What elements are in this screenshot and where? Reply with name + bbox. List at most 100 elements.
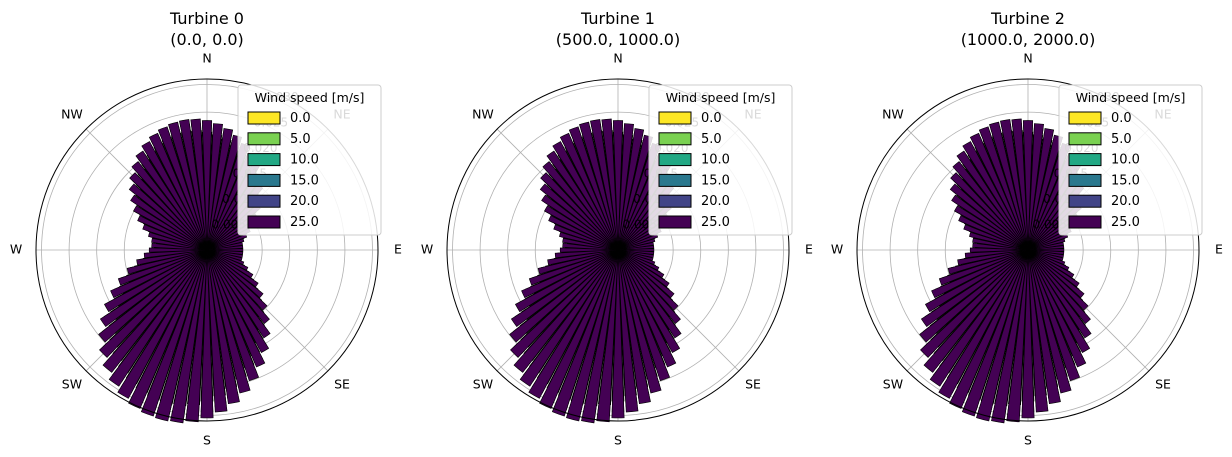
bar-25_0-25	[617, 249, 670, 288]
bar-25_0-31	[1027, 249, 1087, 368]
legend: Wind speed [m/s] 0.0 5.0 10.0 15.0 20.0 25.0	[237, 84, 382, 236]
bar-25_0-68	[157, 126, 208, 251]
bar-25_0-28	[617, 249, 681, 325]
bar-25_0-43	[519, 249, 619, 387]
direction-label-s: S	[203, 433, 211, 448]
legend-swatch	[1068, 173, 1102, 187]
bar-25_0-25	[206, 249, 259, 288]
bar-25_0-65	[546, 150, 619, 251]
direction-label-se: SE	[1155, 377, 1171, 392]
bar-25_0-39	[155, 249, 208, 422]
bar-25_0-71	[1011, 118, 1029, 251]
legend-label: 15.0	[1111, 173, 1140, 188]
bar-25_0-27	[617, 249, 679, 311]
bar-25_0-51	[537, 249, 619, 275]
bar-25_0-51	[126, 249, 208, 275]
legend-swatch	[247, 153, 281, 167]
bar-25_0-33	[1027, 249, 1072, 394]
bar-25_0-37	[185, 249, 208, 423]
bar-25_0-67	[559, 132, 619, 251]
bar-25_0-35	[617, 249, 639, 413]
bar-25_0-17	[617, 245, 655, 251]
bar-25_0-34	[1027, 249, 1061, 404]
bar-25_0-37	[1006, 249, 1029, 423]
bar-25_0-46	[919, 249, 1029, 343]
bar-25_0-33	[617, 249, 662, 394]
legend-label: 5.0	[701, 132, 722, 147]
legend-label: 20.0	[701, 194, 730, 209]
bar-25_0-70	[179, 119, 208, 251]
bar-25_0-29	[206, 249, 271, 339]
radial-tick-label: 0.005	[212, 218, 246, 232]
bar-25_0-60	[544, 205, 619, 251]
bar-25_0-16	[617, 242, 654, 251]
direction-label-sw: SW	[883, 377, 903, 392]
bar-25_0-49	[110, 249, 208, 299]
bar-25_0-67	[148, 132, 208, 251]
bar-25_0-47	[920, 249, 1029, 328]
bar-25_0-46	[509, 249, 619, 343]
bar-25_0-65	[956, 150, 1029, 251]
bar-25_0-63	[950, 172, 1029, 251]
direction-label-nw: NW	[882, 106, 904, 121]
direction-label-s: S	[1024, 433, 1032, 448]
bar-25_0-0	[1022, 120, 1034, 251]
direction-label-se: SE	[334, 377, 350, 392]
legend-swatch	[658, 132, 692, 146]
legend-swatch	[1068, 132, 1102, 146]
legend: Wind speed [m/s] 0.0 5.0 10.0 15.0 20.0 25.0	[648, 84, 793, 236]
legend-swatch	[1068, 153, 1102, 167]
bar-25_0-31	[617, 249, 677, 368]
bar-25_0-43	[929, 249, 1029, 387]
bar-25_0-17	[206, 245, 244, 251]
bar-25_0-68	[568, 126, 619, 251]
legend-label: 5.0	[1111, 132, 1132, 147]
polar-frame	[446, 78, 790, 422]
bar-25_0-2	[1027, 128, 1055, 251]
legend-swatch	[1068, 194, 1102, 208]
bar-25_0-50	[938, 249, 1029, 286]
bar-25_0-58	[553, 224, 619, 251]
bar-25_0-52	[136, 249, 208, 266]
bar-25_0-71	[190, 118, 208, 251]
bar-25_0-69	[989, 121, 1029, 251]
bar-25_0-41	[539, 249, 619, 409]
bar-25_0-50	[117, 249, 208, 286]
legend-title: Wind speed [m/s]	[255, 90, 365, 105]
legend-label: 0.0	[1111, 111, 1132, 126]
bar-25_0-33	[206, 249, 251, 394]
bar-25_0-25	[1027, 249, 1080, 288]
bar-25_0-52	[547, 249, 619, 266]
windrose-panel-1: Turbine 1(500.0, 1000.0)0.0050.0100.0150…	[421, 9, 813, 448]
legend-label: 10.0	[701, 153, 730, 168]
bar-25_0-64	[131, 161, 208, 251]
legend-swatch	[658, 194, 692, 208]
legend-label: 20.0	[1111, 194, 1140, 209]
legend-swatch	[1068, 111, 1102, 125]
bar-25_0-34	[206, 249, 240, 404]
legend-label: 25.0	[290, 215, 319, 230]
bar-25_0-24	[1027, 249, 1075, 279]
bar-25_0-63	[540, 172, 619, 251]
bar-25_0-65	[135, 150, 208, 251]
bar-25_0-64	[542, 161, 619, 251]
bar-25_0-61	[541, 194, 619, 251]
bar-25_0-70	[590, 119, 619, 251]
direction-label-e: E	[1215, 242, 1223, 257]
bar-25_0-38	[991, 249, 1029, 424]
bar-25_0-15	[1027, 238, 1066, 251]
bar-25_0-61	[130, 194, 208, 251]
bar-25_0-1	[206, 123, 223, 251]
legend-swatch	[1068, 215, 1102, 229]
legend-title: Wind speed [m/s]	[666, 90, 776, 105]
windrose-panel-2: Turbine 2(1000.0, 2000.0)0.0050.0100.015…	[831, 9, 1223, 448]
bar-25_0-64	[952, 161, 1029, 251]
bar-25_0-1	[1027, 123, 1044, 251]
chart-title: Turbine 0	[169, 9, 244, 28]
direction-label-n: N	[1023, 51, 1032, 66]
bar-25_0-16	[206, 242, 243, 251]
windrose-panel-0: Turbine 0(0.0, 0.0)0.0050.0100.0150.0200…	[10, 9, 402, 448]
chart-subtitle: (1000.0, 2000.0)	[961, 30, 1096, 49]
chart-subtitle: (500.0, 1000.0)	[556, 30, 680, 49]
